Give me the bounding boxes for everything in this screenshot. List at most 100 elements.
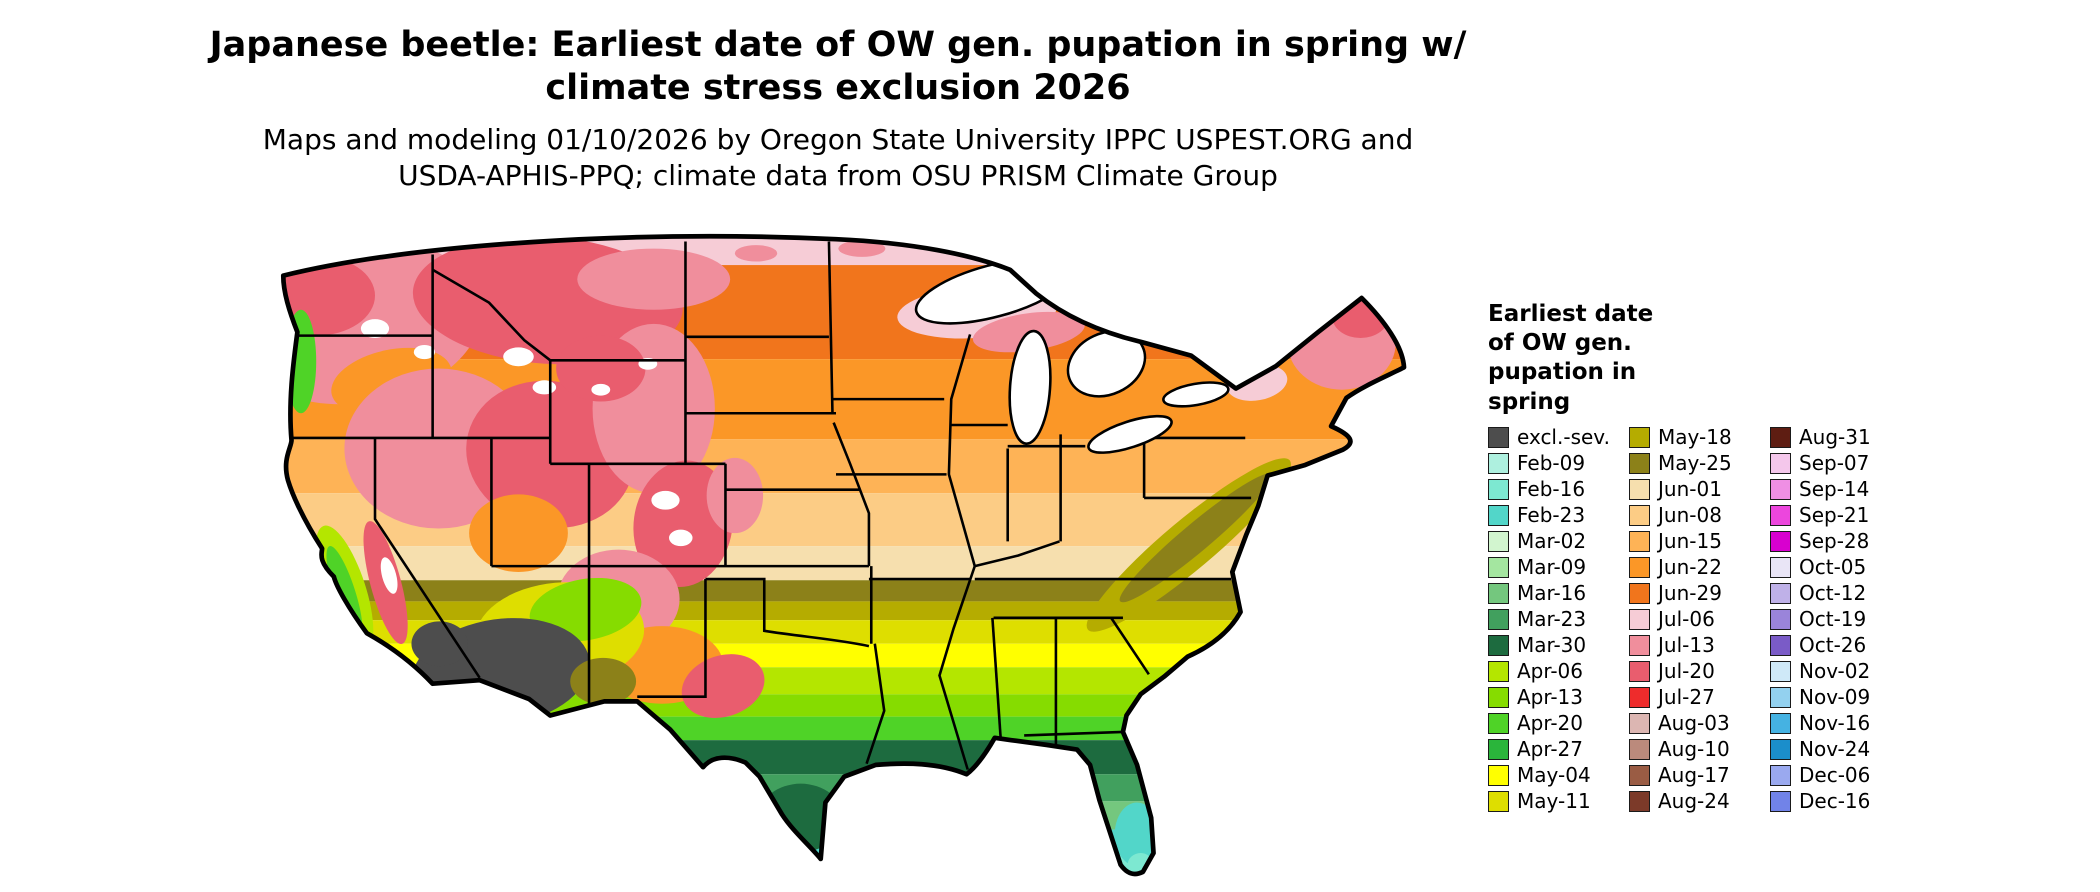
lake-huron bbox=[1066, 330, 1147, 398]
legend-row: Dec-16 bbox=[1770, 788, 1871, 814]
legend-title-line4: spring bbox=[1488, 388, 1571, 415]
legend-swatch bbox=[1629, 478, 1650, 500]
map-date-band bbox=[283, 546, 1405, 581]
legend-row: Feb-23 bbox=[1488, 502, 1629, 528]
legend-title: Earliest date of OW gen. pupation in spr… bbox=[1488, 300, 1653, 417]
legend-swatch bbox=[1770, 738, 1791, 760]
legend-label: Aug-03 bbox=[1658, 711, 1730, 735]
legend-swatch bbox=[1770, 478, 1791, 500]
us-outline bbox=[280, 233, 1407, 877]
legend-label: Jul-27 bbox=[1658, 685, 1715, 709]
legend-row: Apr-27 bbox=[1488, 736, 1629, 762]
map-region-patch bbox=[651, 490, 680, 510]
legend-swatch bbox=[1629, 660, 1650, 682]
map-region-patch bbox=[669, 529, 693, 547]
legend-label: excl.-sev. bbox=[1517, 425, 1610, 449]
map-region-patch bbox=[380, 557, 398, 594]
legend-column-2: May-18 May-25 Jun-01 Jun-08 Jun-15 Jun-22 Jun-… bbox=[1629, 424, 1770, 814]
map-region-patch bbox=[360, 319, 390, 338]
legend-swatch bbox=[1488, 582, 1509, 604]
legend-swatch bbox=[1770, 452, 1791, 474]
legend-row: Jul-27 bbox=[1629, 684, 1770, 710]
legend-swatch bbox=[1629, 556, 1650, 578]
map-region-patch bbox=[413, 345, 435, 360]
legend-label: Apr-20 bbox=[1517, 711, 1583, 735]
legend-label: Nov-02 bbox=[1799, 659, 1871, 683]
lake-ontario bbox=[1162, 381, 1230, 408]
legend-label: Oct-12 bbox=[1799, 581, 1867, 605]
legend-swatch bbox=[1770, 582, 1791, 604]
legend-label: Jun-01 bbox=[1658, 477, 1722, 501]
legend-row: Jun-22 bbox=[1629, 554, 1770, 580]
legend-label: Dec-16 bbox=[1799, 789, 1871, 813]
legend-row: May-11 bbox=[1488, 788, 1629, 814]
legend-row: Aug-10 bbox=[1629, 736, 1770, 762]
map-title: Japanese beetle: Earliest date of OW gen… bbox=[0, 24, 1676, 109]
legend-label: Nov-16 bbox=[1799, 711, 1871, 735]
map-region-patch bbox=[591, 383, 611, 396]
legend-row: Mar-09 bbox=[1488, 554, 1629, 580]
legend-swatch bbox=[1770, 686, 1791, 708]
legend-swatch bbox=[1488, 764, 1509, 786]
legend-swatch bbox=[1629, 634, 1650, 656]
legend-row: May-25 bbox=[1629, 450, 1770, 476]
map-region-patch bbox=[706, 457, 764, 534]
map-region-patch bbox=[532, 380, 557, 395]
legend-swatch bbox=[1488, 530, 1509, 552]
legend-row: Jun-08 bbox=[1629, 502, 1770, 528]
legend-label: May-25 bbox=[1658, 451, 1732, 475]
legend-row: Jul-13 bbox=[1629, 632, 1770, 658]
legend-swatch bbox=[1488, 478, 1509, 500]
us-map-svg bbox=[280, 233, 1407, 877]
legend-swatch bbox=[1488, 452, 1509, 474]
legend-row: Nov-16 bbox=[1770, 710, 1871, 736]
legend-row: Sep-07 bbox=[1770, 450, 1871, 476]
legend-swatch bbox=[1770, 556, 1791, 578]
legend-row: Apr-06 bbox=[1488, 658, 1629, 684]
map-region-patch bbox=[556, 335, 646, 402]
legend-row: Nov-02 bbox=[1770, 658, 1871, 684]
legend-swatch bbox=[1488, 686, 1509, 708]
legend-label: Sep-28 bbox=[1799, 529, 1870, 553]
legend-title-line3: pupation in bbox=[1488, 359, 1637, 386]
legend-row: Aug-31 bbox=[1770, 424, 1871, 450]
legend-row: Jul-06 bbox=[1629, 606, 1770, 632]
legend-label: Feb-09 bbox=[1517, 451, 1586, 475]
legend-row: Feb-16 bbox=[1488, 476, 1629, 502]
map-date-band bbox=[283, 740, 1405, 775]
legend-swatch bbox=[1488, 426, 1509, 448]
legend-row: Apr-13 bbox=[1488, 684, 1629, 710]
legend-label: Mar-02 bbox=[1517, 529, 1587, 553]
legend-label: Aug-31 bbox=[1799, 425, 1871, 449]
legend-swatch bbox=[1629, 608, 1650, 630]
us-map bbox=[248, 222, 1424, 882]
map-subtitle-line1: Maps and modeling 01/10/2026 by Oregon S… bbox=[262, 123, 1414, 156]
legend-label: Apr-13 bbox=[1517, 685, 1583, 709]
legend-swatch bbox=[1488, 608, 1509, 630]
legend-row: Mar-23 bbox=[1488, 606, 1629, 632]
legend-row: Nov-24 bbox=[1770, 736, 1871, 762]
legend-label: Oct-05 bbox=[1799, 555, 1867, 579]
legend-label: Jun-29 bbox=[1658, 581, 1722, 605]
legend-label: Jul-06 bbox=[1658, 607, 1715, 631]
legend-label: Nov-09 bbox=[1799, 685, 1871, 709]
legend-label: Oct-26 bbox=[1799, 633, 1867, 657]
legend-swatch bbox=[1629, 582, 1650, 604]
legend-swatch bbox=[1488, 738, 1509, 760]
legend-row: Jun-15 bbox=[1629, 528, 1770, 554]
map-region-patch bbox=[1119, 473, 1273, 603]
legend-swatch bbox=[1770, 790, 1791, 812]
map-region-patch bbox=[529, 577, 642, 642]
legend-title-line1: Earliest date bbox=[1488, 301, 1654, 327]
legend-swatch bbox=[1629, 504, 1650, 526]
legend-label: Mar-16 bbox=[1517, 581, 1587, 605]
legend-row: Oct-05 bbox=[1770, 554, 1871, 580]
map-region-patch bbox=[411, 621, 468, 667]
legend-row: Mar-02 bbox=[1488, 528, 1629, 554]
legend-label: Apr-27 bbox=[1517, 737, 1583, 761]
legend-row: May-04 bbox=[1488, 762, 1629, 788]
legend-row: Feb-09 bbox=[1488, 450, 1629, 476]
map-date-band bbox=[283, 694, 1405, 717]
legend-label: Mar-09 bbox=[1517, 555, 1587, 579]
legend-label: Jul-13 bbox=[1658, 633, 1715, 657]
